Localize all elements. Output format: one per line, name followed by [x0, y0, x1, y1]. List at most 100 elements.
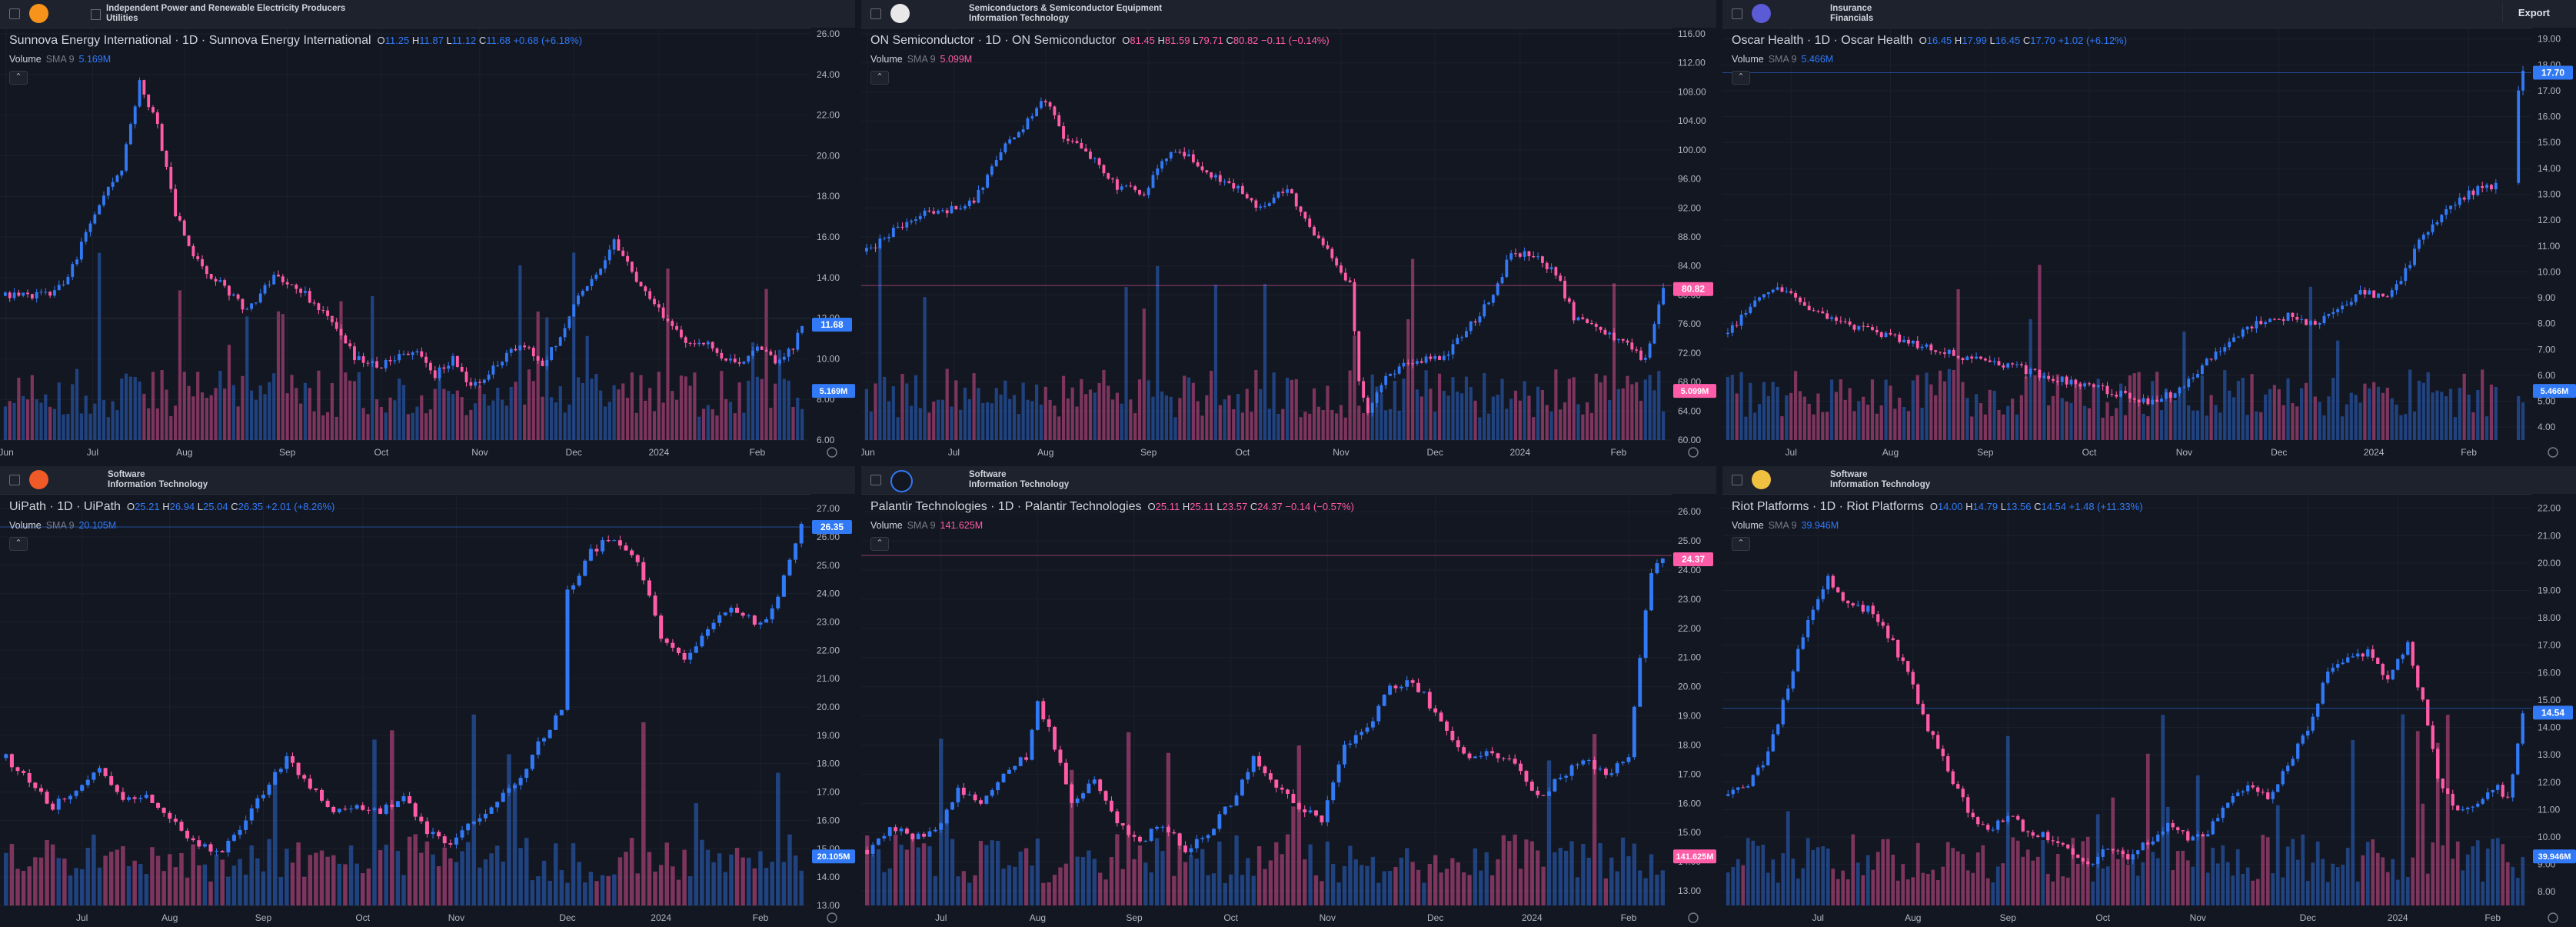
volume-bar	[231, 865, 237, 905]
volume-bar	[2481, 882, 2485, 905]
volume-bar	[1870, 379, 1875, 440]
candle-body	[1836, 587, 1840, 592]
candle-body	[320, 789, 324, 801]
candle-body	[2178, 387, 2182, 394]
candle-body	[1648, 343, 1652, 358]
select-checkbox[interactable]	[870, 8, 881, 19]
collapse-legend-button[interactable]: ⌃	[9, 537, 28, 551]
volume-bar	[1484, 852, 1489, 905]
volume-bar	[1649, 854, 1654, 905]
select-checkbox[interactable]	[1732, 8, 1742, 19]
volume-bar	[1473, 400, 1477, 440]
candlestick-chart[interactable]: 22.0021.0020.0019.0018.0017.0016.0015.00…	[1722, 494, 2576, 927]
candle-body	[304, 291, 307, 293]
candle-body	[518, 778, 523, 785]
volume-bar	[2471, 846, 2475, 905]
candle-body	[2146, 842, 2150, 845]
volume-bar	[1339, 405, 1343, 440]
y-tick-label: 10.00	[817, 353, 840, 364]
candle-body	[220, 851, 225, 852]
volume-bar	[1829, 379, 1834, 440]
volume-bar	[932, 401, 936, 440]
gear-icon[interactable]	[827, 447, 837, 458]
candle-body	[2376, 658, 2380, 664]
candle-body	[442, 367, 446, 369]
candle-body	[964, 205, 967, 209]
volume-bar	[985, 402, 990, 440]
candle-body	[348, 343, 352, 347]
candle-body	[325, 800, 330, 807]
candle-body	[999, 152, 1003, 161]
candle-body	[1952, 349, 1955, 356]
candle-body	[2491, 789, 2494, 793]
gear-icon[interactable]	[1688, 447, 1699, 458]
candle-body	[1554, 267, 1558, 276]
collapse-legend-button[interactable]: ⌃	[870, 71, 889, 85]
candle-body	[267, 785, 271, 795]
candle-body	[1388, 685, 1393, 695]
candlestick-chart[interactable]: 19.0018.0017.0016.0015.0014.0013.0012.00…	[1722, 28, 2576, 462]
gear-icon[interactable]	[2548, 912, 2558, 923]
candle-body	[1047, 719, 1051, 727]
candle-body	[1992, 361, 1996, 362]
candle-body	[2246, 785, 2250, 792]
candle-body	[103, 768, 108, 776]
volume-bar	[1331, 863, 1336, 905]
candle-body	[1816, 599, 1820, 610]
candlestick-chart[interactable]: 26.0024.0022.0020.0018.0016.0014.0012.00…	[0, 28, 855, 462]
volume-bar	[1450, 858, 1455, 905]
gear-icon[interactable]	[1688, 912, 1699, 923]
candle-body	[1236, 185, 1240, 189]
candle-body	[601, 540, 605, 552]
volume-bar	[2232, 397, 2236, 440]
candle-body	[2481, 799, 2484, 804]
candle-body	[1662, 288, 1666, 305]
candlestick-chart[interactable]: 26.0025.0024.0023.0022.0021.0020.0019.00…	[861, 494, 1716, 927]
candle-body	[2399, 281, 2403, 285]
bookmark-icon[interactable]	[91, 9, 101, 20]
volume-bar	[755, 376, 759, 440]
collapse-legend-button[interactable]: ⌃	[870, 537, 889, 551]
volume-bar	[747, 380, 751, 440]
candle-body	[1886, 625, 1890, 639]
gear-icon[interactable]	[827, 912, 837, 923]
volume-bar	[241, 375, 245, 440]
collapse-legend-button[interactable]: ⌃	[1732, 537, 1750, 551]
candlestick-chart[interactable]: 27.0026.0025.0024.0023.0022.0021.0020.00…	[0, 494, 855, 927]
collapse-legend-button[interactable]: ⌃	[9, 71, 28, 85]
select-checkbox[interactable]	[9, 8, 20, 19]
candle-body	[972, 200, 976, 203]
candlestick-chart[interactable]: 116.00112.00108.00104.00100.0096.0092.00…	[861, 28, 1716, 462]
candle-body	[661, 307, 665, 318]
candle-body	[1965, 356, 1969, 361]
y-tick-label: 20.00	[817, 150, 840, 161]
volume-bar	[800, 408, 804, 440]
volume-bar	[878, 246, 882, 440]
candle-body	[2141, 842, 2145, 851]
collapse-legend-button[interactable]: ⌃	[1732, 71, 1750, 85]
candle-body	[1660, 558, 1665, 564]
volume-bar	[706, 405, 710, 440]
candle-body	[1456, 740, 1460, 748]
select-checkbox[interactable]	[1732, 475, 1742, 485]
gear-icon[interactable]	[2548, 447, 2558, 458]
x-tick-label: Oct	[1236, 447, 1250, 458]
volume-bar	[71, 384, 75, 440]
candle-body	[1655, 563, 1659, 574]
export-button[interactable]: Export	[2501, 3, 2565, 22]
volume-bar	[1191, 382, 1195, 440]
volume-bar	[223, 388, 227, 440]
pltr-logo	[890, 470, 913, 492]
candle-body	[572, 304, 576, 317]
x-tick-label: Nov	[448, 912, 464, 923]
candle-body	[2461, 809, 2465, 811]
candle-body	[504, 352, 508, 362]
select-checkbox[interactable]	[870, 475, 881, 485]
candle-body	[15, 767, 20, 772]
candle-body	[2121, 851, 2125, 855]
candle-body	[1465, 331, 1468, 338]
volume-bar	[343, 864, 348, 905]
volume-bar	[411, 412, 414, 440]
candle-body	[1124, 185, 1128, 187]
select-checkbox[interactable]	[9, 475, 20, 485]
